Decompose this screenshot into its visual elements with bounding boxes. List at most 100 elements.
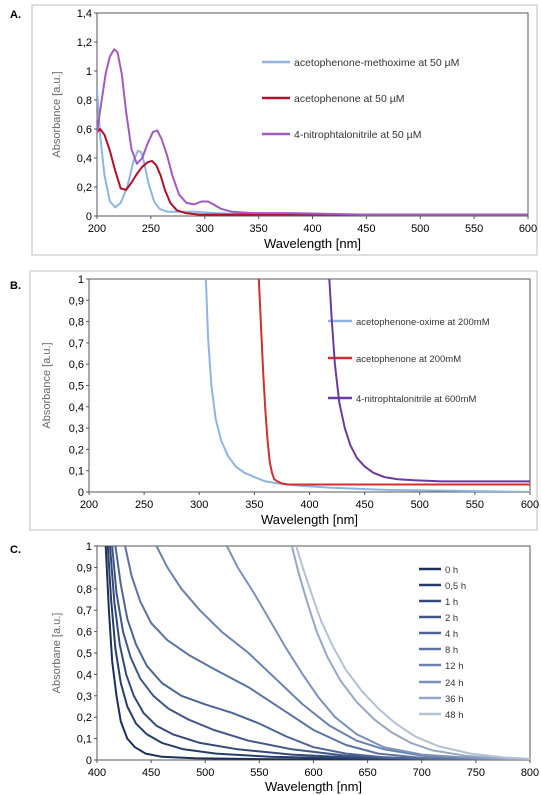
- x-tick-label: 700: [413, 767, 431, 779]
- x-tick-label: 200: [88, 223, 106, 235]
- y-tick-label: 0,4: [77, 153, 92, 165]
- x-tick-label: 450: [142, 767, 160, 779]
- legend-entry: 36 h: [445, 694, 464, 705]
- y-tick-label: 0,8: [77, 584, 92, 596]
- x-tick-label: 350: [249, 223, 267, 235]
- chart-frame: [29, 270, 538, 531]
- chart-panel-2: B. 200 250 300 350 400 450 500 550 600 0 0,1 0,2 0,3 0…: [10, 270, 539, 531]
- x-tick-label: 450: [357, 223, 375, 235]
- y-tick-label: 0,3: [77, 691, 92, 703]
- x-tick-label: 550: [465, 223, 483, 235]
- legend-entry: 48 h: [445, 710, 464, 721]
- legend-entry: acetophenone at 200mM: [356, 354, 461, 365]
- x-tick-label: 750: [467, 767, 485, 779]
- x-tick-label: 400: [300, 499, 318, 511]
- x-tick-label: 250: [135, 499, 153, 511]
- series-line-7: [155, 546, 530, 760]
- legend-entry: 12 h: [445, 661, 464, 672]
- panel-label: A.: [10, 9, 21, 21]
- x-tick-label: 200: [80, 499, 98, 511]
- plot-area: [96, 12, 529, 217]
- series-line-3: [328, 279, 530, 483]
- series-line-3: [109, 546, 530, 760]
- series-line-1: [204, 279, 530, 492]
- x-tick-label: 800: [521, 767, 539, 779]
- y-tick-label: 0,5: [69, 381, 84, 393]
- y-axis-label: Absorbance [a.u.]: [51, 71, 63, 157]
- x-tick-label: 600: [521, 499, 539, 511]
- y-tick-label: 1,2: [77, 37, 92, 49]
- x-tick-label: 500: [411, 499, 429, 511]
- y-axis-label: Absorbance [a.u.]: [41, 342, 53, 428]
- y-tick-label: 0,6: [77, 124, 92, 136]
- y-tick-label: 0,4: [77, 669, 92, 681]
- x-tick-label: 300: [190, 499, 208, 511]
- y-tick-label: 0,8: [77, 95, 92, 107]
- series-line-5: [114, 546, 530, 760]
- series-line-2: [97, 128, 528, 216]
- chart-panel-1: A. 200 250 300 350 400 450 500 550 600 0 0,2 0,4 0,6 0…: [10, 4, 538, 256]
- y-tick-label: 0,1: [77, 734, 92, 746]
- x-tick-label: 450: [355, 499, 373, 511]
- series-line-9: [290, 546, 530, 760]
- x-tick-label: 600: [304, 767, 322, 779]
- legend-entry: acetophenone-oxime at 200mM: [356, 317, 490, 328]
- x-axis-label: Wavelength [nm]: [264, 236, 361, 251]
- y-tick-label: 0,9: [77, 562, 92, 574]
- x-tick-label: 400: [88, 767, 106, 779]
- y-tick-label: 0,8: [69, 317, 84, 329]
- y-tick-label: 0,7: [77, 605, 92, 617]
- y-tick-label: 0,4: [69, 402, 84, 414]
- y-tick-label: 1,4: [77, 8, 92, 20]
- series-line-4: [111, 546, 530, 760]
- y-tick-label: 0: [78, 487, 84, 499]
- legend-entry: 0 h: [445, 565, 458, 576]
- y-tick-label: 0,2: [77, 182, 92, 194]
- x-tick-label: 500: [411, 223, 429, 235]
- series-line-10: [295, 546, 530, 760]
- series-line-2: [257, 279, 530, 486]
- legend-entry: 2 h: [445, 613, 458, 624]
- series-line-1: [97, 88, 528, 216]
- legend-entry: 0,5 h: [445, 581, 466, 592]
- y-tick-label: 0,9: [69, 295, 84, 307]
- y-tick-label: 1: [86, 541, 92, 553]
- legend-entry: acetophenone at 50 µM: [294, 93, 405, 105]
- panel-label: B.: [10, 280, 21, 292]
- y-tick-label: 0,6: [69, 359, 84, 371]
- y-tick-label: 0,7: [69, 338, 84, 350]
- y-tick-label: 0: [86, 755, 92, 767]
- chart-panel-3: C. 400 450 500 550 600 650 700 750 800 0 0,1 0,2 0,3 0…: [10, 541, 539, 794]
- y-tick-label: 1: [86, 66, 92, 78]
- chart-frame: [31, 4, 538, 256]
- y-tick-label: 0,1: [69, 466, 84, 478]
- x-tick-label: 300: [196, 223, 214, 235]
- x-tick-label: 500: [196, 767, 214, 779]
- legend-entry: 4-nitrophtalonitrile at 600mM: [356, 394, 476, 405]
- legend-entry: 4 h: [445, 629, 458, 640]
- x-tick-label: 550: [250, 767, 268, 779]
- y-tick-label: 0,5: [77, 648, 92, 660]
- x-tick-label: 400: [303, 223, 321, 235]
- x-axis-label: Wavelength [nm]: [261, 512, 358, 527]
- y-tick-label: 0,6: [77, 627, 92, 639]
- legend-entry: 4-nitrophtalonitrile at 50 µM: [294, 129, 421, 141]
- series-line-2: [106, 546, 530, 760]
- y-tick-label: 0,2: [77, 712, 92, 724]
- y-tick-label: 0: [86, 211, 92, 223]
- series-line-1: [104, 546, 530, 760]
- x-axis-label: Wavelength [nm]: [265, 779, 362, 794]
- legend-entry: 8 h: [445, 645, 458, 656]
- x-tick-label: 550: [466, 499, 484, 511]
- x-tick-label: 650: [358, 767, 376, 779]
- series-line-3: [97, 48, 528, 216]
- series-line-8: [226, 546, 530, 760]
- x-tick-label: 600: [519, 223, 537, 235]
- legend-entry: acetophenone-methoxime at 50 µM: [294, 57, 459, 69]
- x-tick-label: 350: [245, 499, 263, 511]
- y-tick-label: 0,3: [69, 423, 84, 435]
- y-tick-label: 1: [78, 274, 84, 286]
- series-line-6: [124, 546, 530, 760]
- plot-area: [88, 278, 531, 493]
